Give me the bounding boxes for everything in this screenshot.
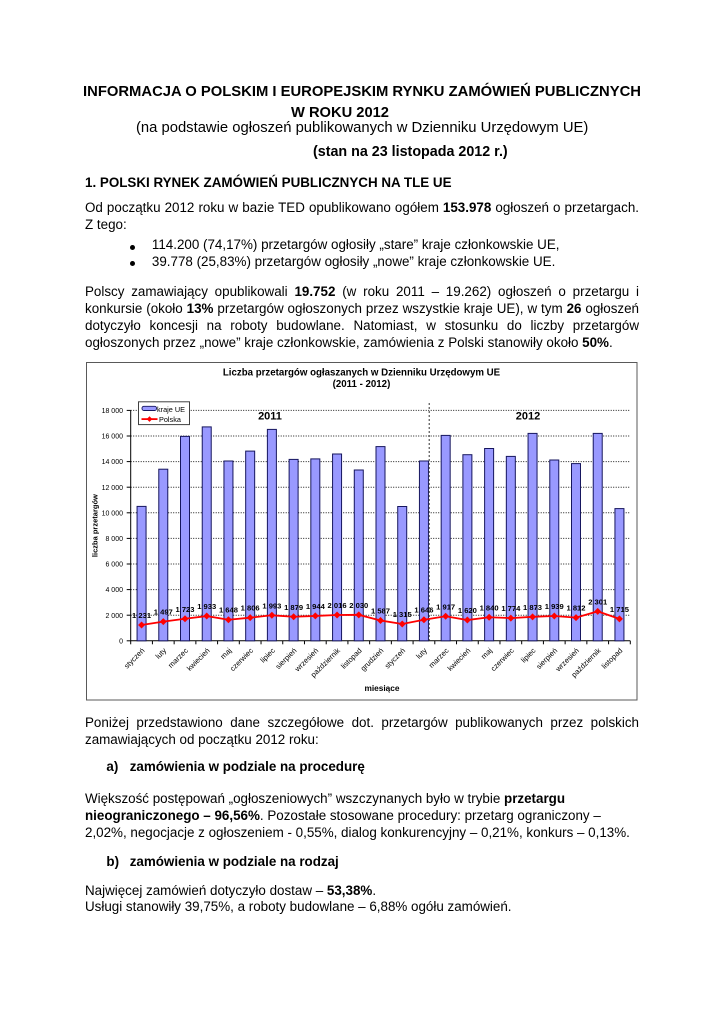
svg-text:4 000: 4 000 (105, 587, 123, 594)
svg-text:6 000: 6 000 (105, 562, 123, 569)
svg-text:1 774: 1 774 (501, 604, 521, 613)
svg-text:1 879: 1 879 (284, 603, 303, 612)
svg-text:kraje UE: kraje UE (157, 405, 185, 414)
svg-text:Liczba przetargów ogłaszanych: Liczba przetargów ogłaszanych w Dziennik… (223, 367, 501, 378)
svg-text:0: 0 (119, 638, 123, 645)
svg-text:1 917: 1 917 (436, 602, 455, 611)
svg-text:8 000: 8 000 (105, 536, 123, 543)
svg-text:1 715: 1 715 (610, 605, 630, 614)
svg-text:1 315: 1 315 (393, 610, 413, 619)
svg-text:1 723: 1 723 (175, 605, 194, 614)
svg-text:1 587: 1 587 (371, 606, 390, 615)
svg-text:2 016: 2 016 (328, 601, 347, 610)
svg-text:liczba przetargów: liczba przetargów (91, 494, 100, 557)
svg-text:2 000: 2 000 (105, 613, 123, 620)
svg-text:16 000: 16 000 (102, 434, 124, 441)
svg-text:2 030: 2 030 (349, 601, 368, 610)
svg-text:18 000: 18 000 (102, 408, 124, 415)
svg-text:1 840: 1 840 (480, 603, 499, 612)
svg-text:1 993: 1 993 (262, 601, 281, 610)
svg-text:1 648: 1 648 (219, 606, 238, 615)
svg-text:10 000: 10 000 (102, 510, 124, 517)
svg-text:2012: 2012 (516, 411, 540, 423)
svg-text:1 646: 1 646 (414, 606, 433, 615)
svg-text:1 806: 1 806 (241, 604, 260, 613)
svg-text:Polska: Polska (159, 415, 182, 424)
svg-text:1 497: 1 497 (154, 608, 173, 617)
svg-text:1 933: 1 933 (197, 602, 216, 611)
svg-text:2 301: 2 301 (588, 597, 608, 606)
svg-text:1 944: 1 944 (306, 602, 326, 611)
svg-text:miesiące: miesiące (364, 683, 399, 693)
svg-text:1 939: 1 939 (545, 602, 564, 611)
svg-text:1 620: 1 620 (458, 606, 477, 615)
svg-text:(2011 - 2012): (2011 - 2012) (333, 379, 391, 390)
svg-text:1 873: 1 873 (523, 603, 542, 612)
svg-text:2011: 2011 (258, 411, 282, 423)
svg-text:1 812: 1 812 (566, 604, 585, 613)
svg-text:1 231: 1 231 (132, 611, 152, 620)
svg-text:14 000: 14 000 (102, 459, 124, 466)
svg-text:12 000: 12 000 (102, 485, 124, 492)
